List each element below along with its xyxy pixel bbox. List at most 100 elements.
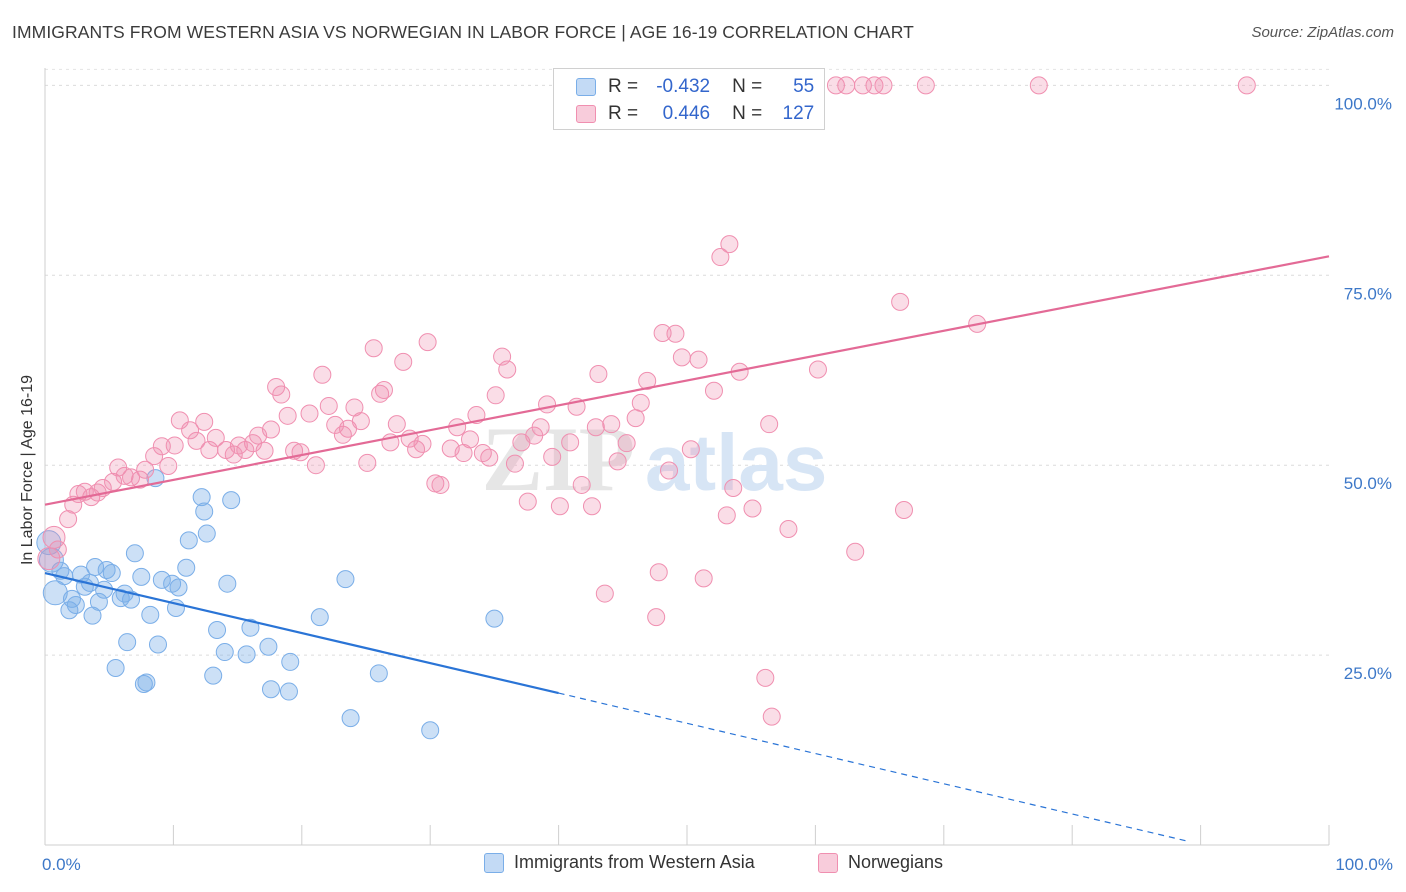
point-western-asia (152, 570, 171, 589)
axes (44, 68, 1330, 846)
point-norwegians (351, 412, 370, 431)
point-western-asia (122, 590, 141, 609)
point-western-asia (237, 645, 256, 664)
point-norwegians (617, 434, 636, 453)
point-western-asia (197, 524, 216, 543)
point-norwegians (278, 406, 297, 425)
point-norwegians (916, 76, 935, 95)
source-label: Source: ZipAtlas.com (1251, 24, 1394, 41)
point-norwegians (358, 453, 377, 472)
point-norwegians (165, 436, 184, 455)
point-western-asia (281, 652, 300, 671)
point-norwegians (255, 441, 274, 460)
r-label: R = (608, 76, 639, 97)
point-western-asia (222, 491, 241, 510)
legend-item-norwegians[interactable]: Norwegians (818, 852, 943, 873)
point-norwegians (874, 76, 893, 95)
point-western-asia (421, 721, 440, 740)
point-western-asia (86, 557, 105, 576)
point-norwegians (837, 76, 856, 95)
watermark-atlas: atlas (645, 418, 827, 507)
point-norwegians (394, 352, 413, 371)
point-norwegians (145, 447, 164, 466)
point-norwegians (48, 540, 67, 559)
point-western-asia (141, 605, 160, 624)
r-label: R = (608, 103, 639, 124)
point-norwegians (431, 475, 450, 494)
point-norwegians (572, 475, 591, 494)
point-western-asia (89, 592, 108, 611)
point-western-asia (192, 488, 211, 507)
point-norwegians (59, 510, 78, 529)
point-norwegians (760, 415, 779, 434)
n-value: 127 (782, 103, 815, 124)
point-norwegians (891, 292, 910, 311)
point-norwegians (531, 418, 550, 437)
point-norwegians (518, 492, 537, 511)
point-western-asia (485, 609, 504, 628)
point-norwegians (498, 360, 517, 379)
point-western-asia (66, 595, 85, 614)
point-norwegians (152, 437, 171, 456)
x-tick-label-max: 100.0% (1335, 855, 1393, 874)
trend-line-norwegians (44, 255, 1330, 506)
y-tick-label: 25.0% (1344, 664, 1392, 683)
point-norwegians (224, 445, 243, 464)
point-norwegians (694, 569, 713, 588)
legend-swatch-norwegians (818, 852, 838, 873)
y-tick-label: 50.0% (1344, 474, 1392, 493)
point-norwegians (543, 447, 562, 466)
y-tick-label: 100.0% (1334, 94, 1392, 113)
point-norwegians (364, 339, 383, 358)
point-norwegians (480, 448, 499, 467)
legend-item-western-asia[interactable]: Immigrants from Western Asia (484, 852, 755, 873)
legend-label-norwegians: Norwegians (848, 852, 944, 872)
point-western-asia (204, 666, 223, 685)
point-western-asia (215, 643, 234, 662)
point-norwegians (717, 506, 736, 525)
x-tick-label-min: 0.0% (42, 855, 81, 874)
point-norwegians (589, 365, 608, 384)
point-norwegians (374, 380, 393, 399)
n-label: N = (732, 76, 763, 97)
y-axis-title: In Labor Force | Age 16-19 (19, 374, 36, 566)
point-norwegians (261, 420, 280, 439)
legend-label-western-asia: Immigrants from Western Asia (514, 852, 755, 872)
y-tick-label: 75.0% (1344, 284, 1392, 303)
point-norwegians (711, 248, 730, 267)
point-norwegians (115, 466, 134, 485)
point-norwegians (894, 501, 913, 520)
point-western-asia (336, 570, 355, 589)
point-norwegians (762, 707, 781, 726)
point-norwegians (319, 396, 338, 415)
stats-swatch-western-asia (576, 78, 596, 96)
point-norwegians (181, 421, 200, 440)
point-norwegians (602, 415, 621, 434)
watermark: ZIP atlas (482, 408, 828, 510)
r-value: -0.432 (656, 76, 711, 97)
point-western-asia (102, 564, 121, 583)
point-western-asia (369, 664, 388, 683)
point-norwegians (387, 415, 406, 434)
point-norwegians (1029, 76, 1048, 95)
point-western-asia (179, 531, 198, 550)
point-norwegians (291, 443, 310, 462)
point-norwegians (672, 348, 691, 367)
point-norwegians (236, 441, 255, 459)
point-norwegians (159, 456, 178, 475)
point-norwegians (582, 497, 601, 516)
n-label: N = (732, 103, 763, 124)
point-western-asia (177, 558, 196, 577)
point-norwegians (653, 324, 672, 343)
point-norwegians (704, 381, 723, 400)
point-norwegians (561, 433, 580, 452)
point-norwegians (313, 365, 332, 384)
point-norwegians (131, 470, 150, 489)
point-norwegians (300, 404, 319, 423)
point-norwegians (586, 418, 605, 437)
point-norwegians (195, 412, 214, 431)
point-norwegians (104, 472, 123, 491)
point-norwegians (689, 350, 708, 369)
r-value: 0.446 (662, 103, 711, 124)
point-norwegians (808, 360, 827, 379)
